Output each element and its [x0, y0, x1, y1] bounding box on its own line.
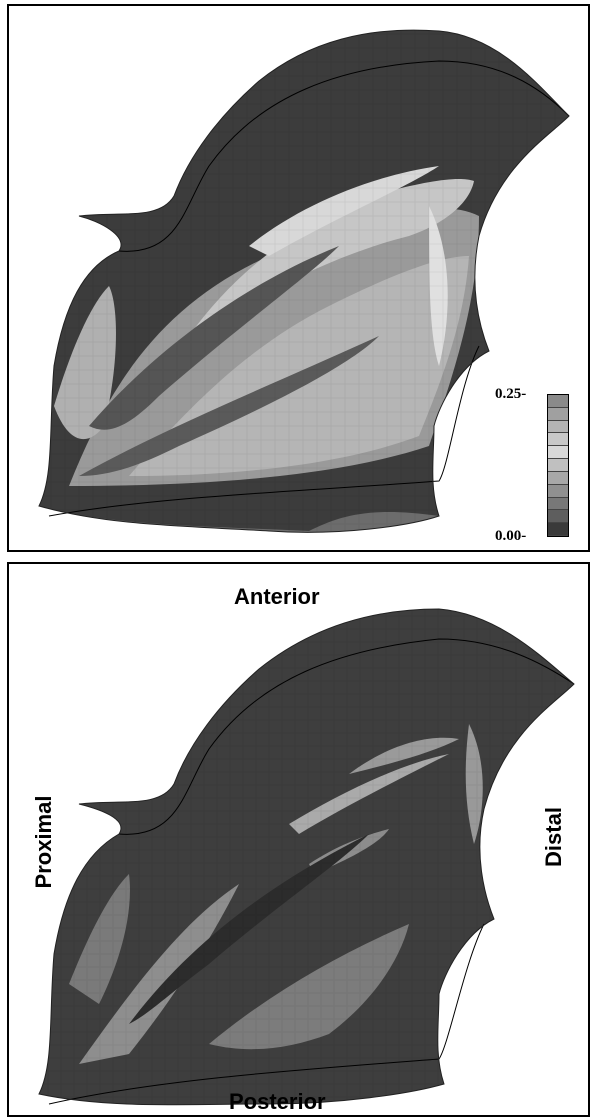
- anterior-label: Anterior: [234, 584, 320, 609]
- colorbar: [547, 394, 569, 537]
- bottom-surface-plot: [38, 608, 575, 1106]
- colorbar-swatch: [548, 497, 568, 511]
- distal-label: Distal: [541, 807, 566, 867]
- colorbar-swatch: [548, 523, 568, 536]
- colorbar-swatch: [548, 407, 568, 421]
- colorbar-max-label: 0.25-: [495, 386, 527, 402]
- colorbar-swatch: [548, 446, 568, 460]
- top-surface-plot: [38, 29, 570, 533]
- top-surface-body: [39, 30, 569, 533]
- colorbar-swatch: [548, 484, 568, 498]
- bottom-panel: Anterior Posterior Proximal Distal: [7, 562, 590, 1117]
- colorbar-swatch: [548, 433, 568, 447]
- posterior-label: Posterior: [229, 1089, 326, 1114]
- top-panel: 0.25- 0.00-: [7, 4, 590, 552]
- colorbar-swatch: [548, 459, 568, 472]
- colorbar-swatch: [548, 510, 568, 524]
- proximal-label: Proximal: [31, 795, 56, 889]
- colorbar-swatch: [548, 395, 568, 408]
- colorbar-swatch: [548, 420, 568, 434]
- colorbar-min-label: 0.00-: [495, 528, 527, 544]
- colorbar-swatch: [548, 471, 568, 485]
- bottom-surface-body: [39, 609, 574, 1105]
